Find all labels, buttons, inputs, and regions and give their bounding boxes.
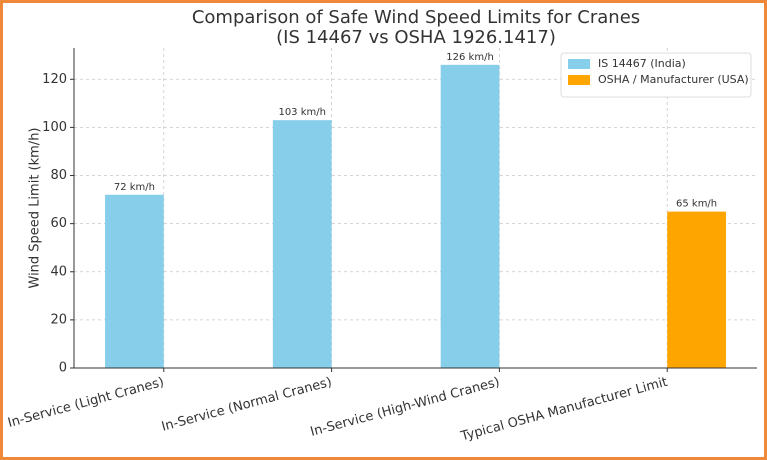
value-label: 65 km/h (676, 199, 717, 210)
y-tick-label: 20 (50, 312, 67, 327)
y-tick-label: 60 (50, 216, 67, 231)
legend-label: IS 14467 (India) (598, 57, 686, 70)
x-tick-label: In-Service (Normal Cranes) (160, 375, 334, 435)
y-tick-label: 120 (42, 72, 67, 87)
y-axis-label: Wind Speed Limit (km/h) (28, 127, 43, 288)
bar (667, 211, 726, 368)
legend-swatch (568, 75, 590, 85)
y-tick-label: 100 (42, 120, 67, 135)
x-tick-label: In-Service (Light Cranes) (6, 375, 165, 431)
y-tick-label: 80 (50, 168, 67, 183)
value-label: 72 km/h (114, 182, 155, 193)
chart-title: Comparison of Safe Wind Speed Limits for… (192, 7, 640, 28)
y-tick-label: 0 (59, 361, 67, 376)
bar (105, 194, 164, 368)
chart-subtitle: (IS 14467 vs OSHA 1926.1417) (276, 27, 556, 48)
legend-label: OSHA / Manufacturer (USA) (598, 73, 749, 86)
legend-swatch (568, 59, 590, 69)
y-tick-label: 40 (50, 264, 67, 279)
legend-box (560, 52, 752, 98)
bar (272, 120, 332, 368)
value-label: 126 km/h (446, 52, 494, 63)
value-label: 103 km/h (278, 107, 326, 118)
bar (440, 64, 500, 368)
